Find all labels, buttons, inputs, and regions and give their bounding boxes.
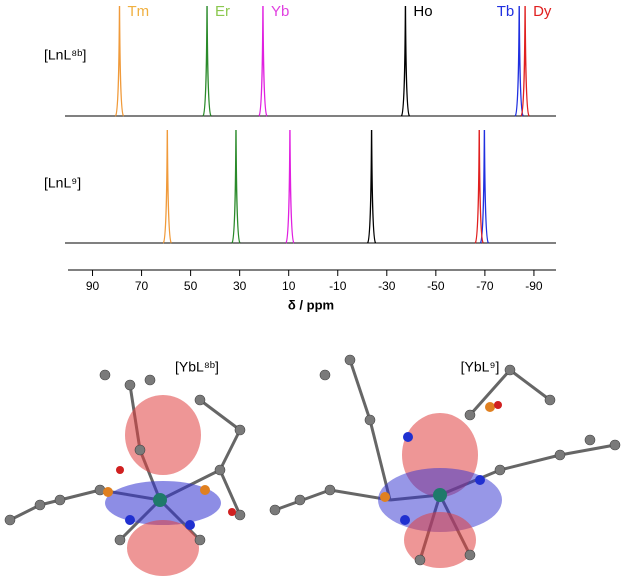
molecule-right bbox=[269, 354, 621, 568]
peak bbox=[474, 129, 484, 244]
structure-label: [YbL⁸ᵇ] bbox=[175, 359, 219, 375]
peak bbox=[202, 5, 212, 117]
legend-label: Tm bbox=[127, 3, 149, 20]
peak bbox=[400, 5, 411, 117]
peak bbox=[479, 129, 490, 244]
structure-label: [YbL⁹] bbox=[461, 359, 500, 375]
peak bbox=[114, 5, 125, 117]
spectrum-label: [LnL⁹] bbox=[44, 175, 81, 191]
peak bbox=[520, 5, 530, 117]
x-tick-label: -70 bbox=[476, 279, 494, 293]
legend-label: Yb bbox=[271, 3, 289, 20]
spectrum-label: [LnL⁸ᵇ] bbox=[44, 47, 86, 63]
legend-label: Er bbox=[215, 3, 230, 20]
legend-label: Ho bbox=[413, 3, 432, 20]
legend-label: Tb bbox=[497, 3, 515, 20]
x-tick-label: 10 bbox=[282, 279, 296, 293]
molecule-left bbox=[4, 369, 246, 576]
x-tick-label: -90 bbox=[525, 279, 543, 293]
peak bbox=[162, 129, 172, 244]
x-tick-label: 30 bbox=[233, 279, 247, 293]
x-tick-label: -30 bbox=[378, 279, 396, 293]
peak bbox=[231, 129, 241, 244]
peak bbox=[366, 129, 377, 244]
x-tick-label: 50 bbox=[184, 279, 198, 293]
x-axis-title: δ / ppm bbox=[288, 297, 334, 312]
x-tick-label: 90 bbox=[86, 279, 100, 293]
peak bbox=[514, 5, 524, 117]
x-tick-label: 70 bbox=[135, 279, 149, 293]
legend-label: Dy bbox=[533, 3, 552, 20]
x-tick-label: -10 bbox=[329, 279, 347, 293]
peak bbox=[258, 5, 268, 117]
peak bbox=[285, 129, 295, 244]
x-tick-label: -50 bbox=[427, 279, 445, 293]
